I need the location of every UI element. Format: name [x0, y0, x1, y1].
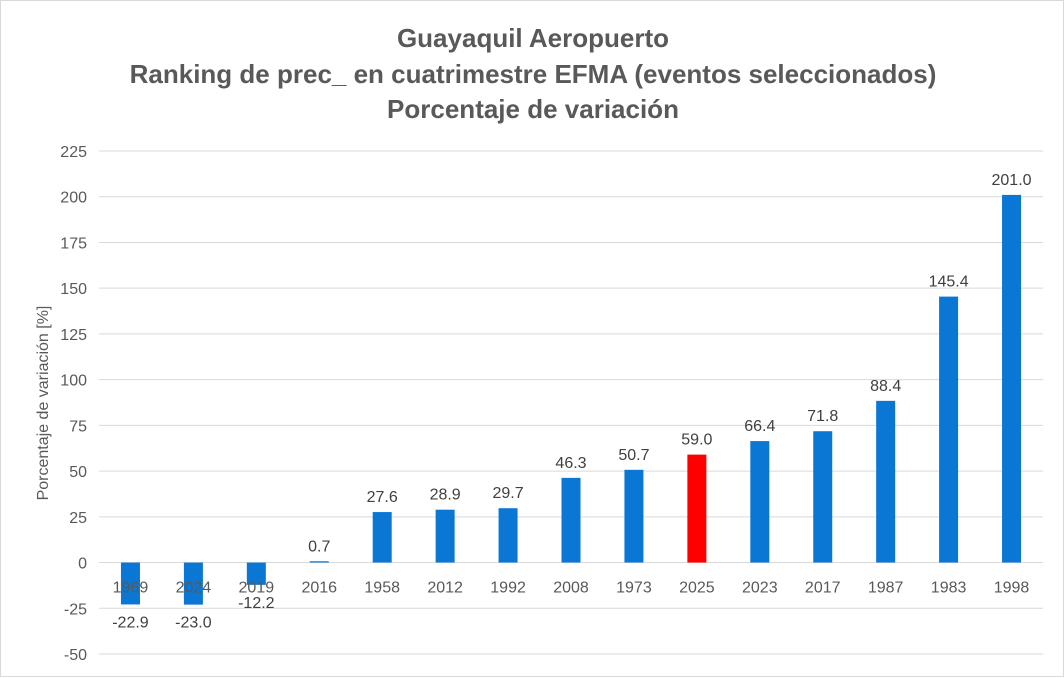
y-tick-label: 150	[60, 281, 87, 298]
x-tick-label: 2016	[301, 580, 337, 597]
bar-2024	[183, 562, 203, 605]
bar-1969	[120, 562, 140, 605]
data-label: 66.4	[744, 418, 775, 435]
data-labels: -22.9 -23.0 -12.2 0.7 27.6 28.9 29.7 46.3 50.7 59…	[112, 172, 1031, 632]
bar-1973	[624, 469, 644, 563]
bar-2023	[750, 441, 770, 563]
chart-title-line-3: Porcentaje de variación	[387, 94, 679, 124]
chart-title-line-2: Ranking de prec_ en cuatrimestre EFMA (e…	[129, 59, 937, 89]
data-label: 28.9	[430, 487, 461, 504]
bar-2016	[309, 561, 329, 563]
data-label: 0.7	[308, 538, 330, 555]
bar-2019	[246, 562, 266, 585]
y-tick-label: 50	[69, 464, 87, 481]
bar-1958	[372, 512, 392, 563]
bar-2017	[813, 431, 833, 563]
bars	[120, 194, 1022, 605]
data-label: -22.9	[112, 614, 149, 631]
x-tick-label: 2019	[239, 580, 275, 597]
data-label: -23.0	[175, 615, 212, 632]
data-label: 27.6	[367, 489, 398, 506]
y-tick-label: 0	[78, 556, 87, 573]
y-tick-label: 25	[69, 510, 87, 527]
y-tick-label: 200	[60, 190, 87, 207]
x-tick-label: 1998	[994, 580, 1030, 597]
y-axis-title: Porcentaje de variación [%]	[35, 306, 52, 501]
y-tick-label: -25	[64, 601, 87, 618]
y-tick-label: 75	[69, 418, 87, 435]
y-tick-label: 100	[60, 373, 87, 390]
x-tick-label: 1958	[364, 580, 400, 597]
y-tick-label: 225	[60, 144, 87, 161]
x-tick-label: 1983	[931, 580, 967, 597]
y-tick-label: -50	[64, 647, 87, 664]
x-tick-label: 2017	[805, 580, 841, 597]
bar-1987	[876, 400, 896, 563]
y-tick-label: 125	[60, 327, 87, 344]
data-label: 201.0	[992, 172, 1032, 189]
bar-1998	[1002, 194, 1022, 563]
data-label: -12.2	[238, 595, 275, 612]
x-tick-label: 1992	[490, 580, 526, 597]
bar-2008	[561, 477, 581, 563]
x-tick-label: 2023	[742, 580, 778, 597]
data-label: 71.8	[807, 408, 838, 425]
x-tick-label: 1969	[113, 580, 149, 597]
x-tick-label: 1987	[868, 580, 904, 597]
x-tick-labels: 1969 2024 2019 2016 1958 2012 1992 2008 1973 2025…	[113, 580, 1030, 597]
data-label: 145.4	[929, 274, 969, 291]
chart-title-line-1: Guayaquil Aeropuerto	[396, 23, 670, 53]
x-tick-label: 2012	[427, 580, 463, 597]
data-label: 50.7	[618, 447, 649, 464]
data-label: 59.0	[681, 432, 712, 449]
bar-2025	[687, 454, 707, 563]
y-tick-label: 175	[60, 235, 87, 252]
y-tick-labels: -50 -25 0 25 50 75 100 125 150 175 200 225	[60, 144, 87, 664]
x-tick-label: 2025	[679, 580, 715, 597]
x-tick-label: 2024	[176, 580, 212, 597]
data-label: 88.4	[870, 378, 901, 395]
x-tick-label: 1973	[616, 580, 652, 597]
bar-1992	[498, 508, 518, 563]
bar-2012	[435, 509, 455, 563]
x-tick-label: 2008	[553, 580, 589, 597]
data-label: 46.3	[555, 455, 586, 472]
data-label: 29.7	[492, 485, 523, 502]
bar-1983	[939, 296, 959, 563]
